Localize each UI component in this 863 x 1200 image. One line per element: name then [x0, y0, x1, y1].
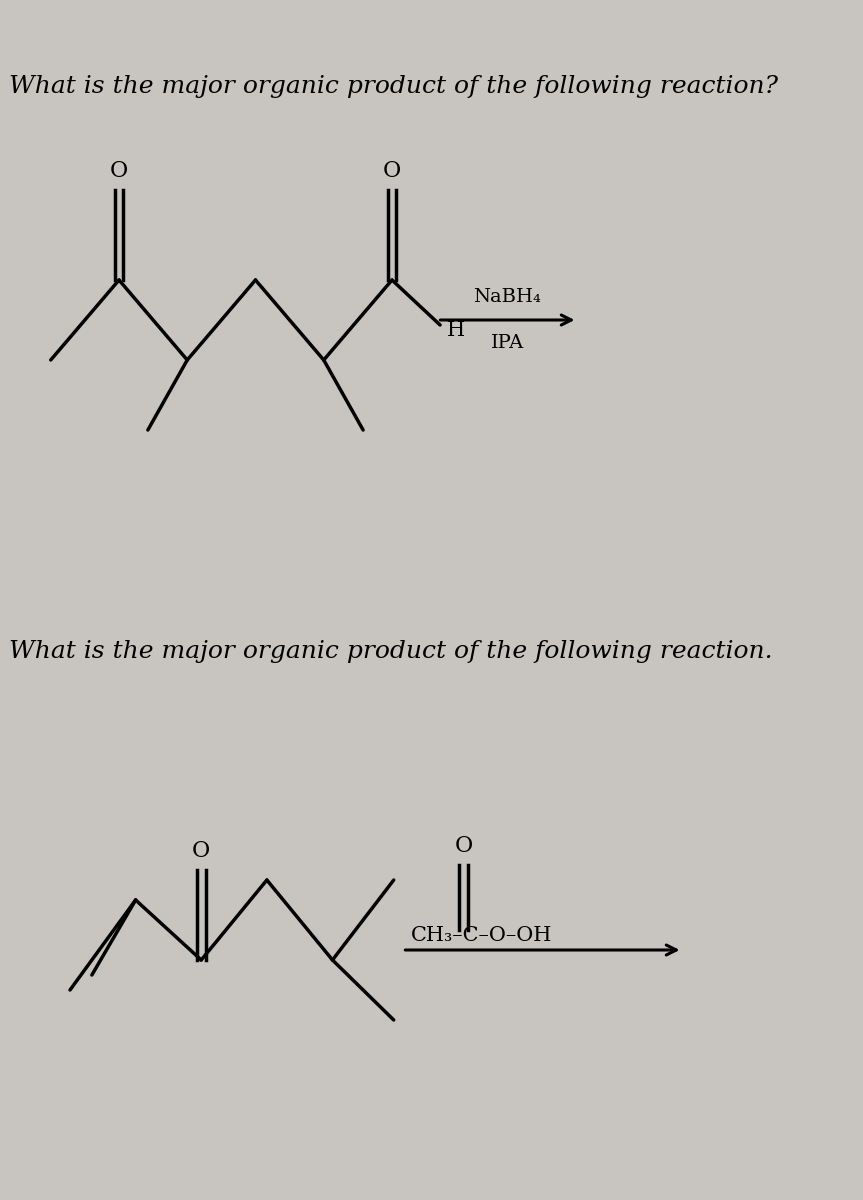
Text: O: O: [110, 160, 128, 182]
Text: What is the major organic product of the following reaction?: What is the major organic product of the…: [9, 74, 778, 98]
Text: O: O: [192, 840, 211, 862]
Text: H: H: [447, 320, 465, 340]
Text: O: O: [455, 835, 473, 857]
Text: CH₃–C–O–OH: CH₃–C–O–OH: [412, 926, 552, 946]
Text: What is the major organic product of the following reaction.: What is the major organic product of the…: [9, 640, 772, 662]
Text: IPA: IPA: [491, 334, 524, 352]
Text: O: O: [383, 160, 401, 182]
Text: NaBH₄: NaBH₄: [474, 288, 541, 306]
